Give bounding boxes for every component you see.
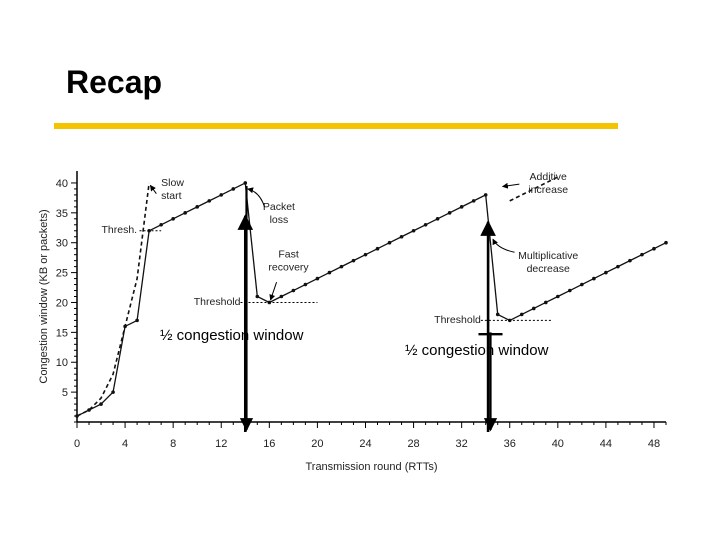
- y-axis-label: Congestion window (KB or packets): [38, 209, 50, 383]
- thresh-label: Thresh.: [101, 224, 137, 236]
- x-tick-label: 44: [600, 438, 612, 450]
- y-tick-label: 25: [56, 268, 68, 280]
- x-tick-label: 12: [215, 438, 227, 450]
- data-point: [664, 240, 668, 245]
- x-tick-label: 36: [504, 438, 516, 450]
- data-point: [483, 193, 488, 197]
- data-point: [556, 294, 560, 299]
- congestion-window-line: [76, 181, 667, 417]
- data-point: [303, 282, 308, 287]
- threshold-label-1: Threshold: [194, 296, 241, 308]
- data-point: [495, 312, 500, 317]
- additive-increase-arrow: [501, 182, 520, 189]
- data-point: [531, 306, 536, 311]
- data-point: [231, 187, 236, 191]
- data-point: [99, 402, 103, 406]
- x-tick-label: 8: [170, 438, 176, 450]
- data-point: [111, 390, 115, 394]
- additive-increase-label: Additive increase: [528, 171, 568, 196]
- x-tick-label: 28: [407, 438, 419, 450]
- y-tick-label: 40: [56, 178, 68, 190]
- multiplicative-decrease-label: Multiplicative decrease: [518, 250, 578, 275]
- x-tick-label: 40: [552, 438, 564, 450]
- x-axis-label: Transmission round (RTTs): [305, 461, 437, 473]
- title-accent-rule: [54, 123, 618, 129]
- x-tick-label: 20: [311, 438, 323, 450]
- y-tick-label: 20: [56, 297, 68, 309]
- data-point: [616, 264, 620, 269]
- data-point: [351, 258, 356, 263]
- data-point: [375, 246, 380, 251]
- fast-recovery-arrow: [269, 281, 278, 301]
- data-point: [387, 240, 392, 245]
- slow-start-label: Slow start: [161, 177, 184, 202]
- data-point: [291, 288, 296, 293]
- data-point: [327, 270, 332, 275]
- data-point: [159, 222, 163, 227]
- x-tick-label: 32: [456, 438, 468, 450]
- data-point: [640, 252, 644, 257]
- y-tick-label: 35: [56, 208, 68, 220]
- multiplicative-decrease-arrow: [492, 238, 515, 253]
- data-point: [471, 199, 476, 203]
- data-point: [255, 294, 260, 299]
- annotations-layer: Slow start Thresh. Packet loss Fast recovery Th…: [101, 171, 578, 432]
- data-point: [411, 228, 416, 233]
- fast-recovery-label: Fast recovery: [268, 249, 309, 274]
- data-point: [580, 282, 584, 287]
- data-point: [207, 199, 212, 203]
- data-point: [243, 181, 248, 185]
- data-point: [543, 300, 548, 305]
- y-tick-label: 10: [56, 357, 68, 369]
- half-window-label-2: ½ congestion window: [405, 342, 549, 359]
- data-point: [447, 211, 452, 215]
- data-point: [568, 288, 572, 293]
- dashed-series-line: [76, 182, 150, 417]
- x-tick-label: 4: [122, 438, 128, 450]
- data-point: [183, 211, 187, 215]
- x-tick-label: 0: [74, 438, 80, 450]
- data-point: [652, 246, 656, 251]
- half-window-label-1: ½ congestion window: [160, 327, 304, 344]
- data-point: [519, 312, 524, 317]
- data-point: [195, 205, 200, 209]
- series-layer: [75, 176, 668, 418]
- slow-start-arrow: [149, 184, 157, 195]
- data-point: [628, 258, 632, 263]
- data-point: [219, 193, 224, 197]
- y-tick-label: 30: [56, 238, 68, 250]
- dashed-series-line: [509, 176, 559, 202]
- packet-loss-arrow: [247, 187, 265, 208]
- data-point: [135, 318, 139, 323]
- x-tick-label: 24: [359, 438, 371, 450]
- x-tick-label: 16: [263, 438, 275, 450]
- packet-loss-label: Packet loss: [263, 201, 295, 226]
- slide-title: Recap: [66, 64, 163, 100]
- data-point: [435, 217, 440, 221]
- data-point: [592, 276, 596, 281]
- axes: 0 4 8 12 16 20 24 28 32 36 40 44 48510152025303540Tr…: [38, 171, 667, 473]
- data-point: [339, 264, 344, 269]
- data-point: [171, 217, 175, 221]
- y-tick-label: 15: [56, 327, 68, 339]
- y-tick-label: 5: [62, 387, 68, 399]
- data-point: [423, 222, 428, 227]
- data-point: [459, 205, 464, 209]
- x-tick-label: 48: [648, 438, 660, 450]
- data-point: [604, 270, 608, 275]
- data-point: [315, 276, 320, 281]
- data-point: [399, 234, 404, 239]
- threshold-label-2: Threshold: [434, 314, 481, 326]
- data-point: [279, 294, 284, 299]
- data-point: [363, 252, 368, 257]
